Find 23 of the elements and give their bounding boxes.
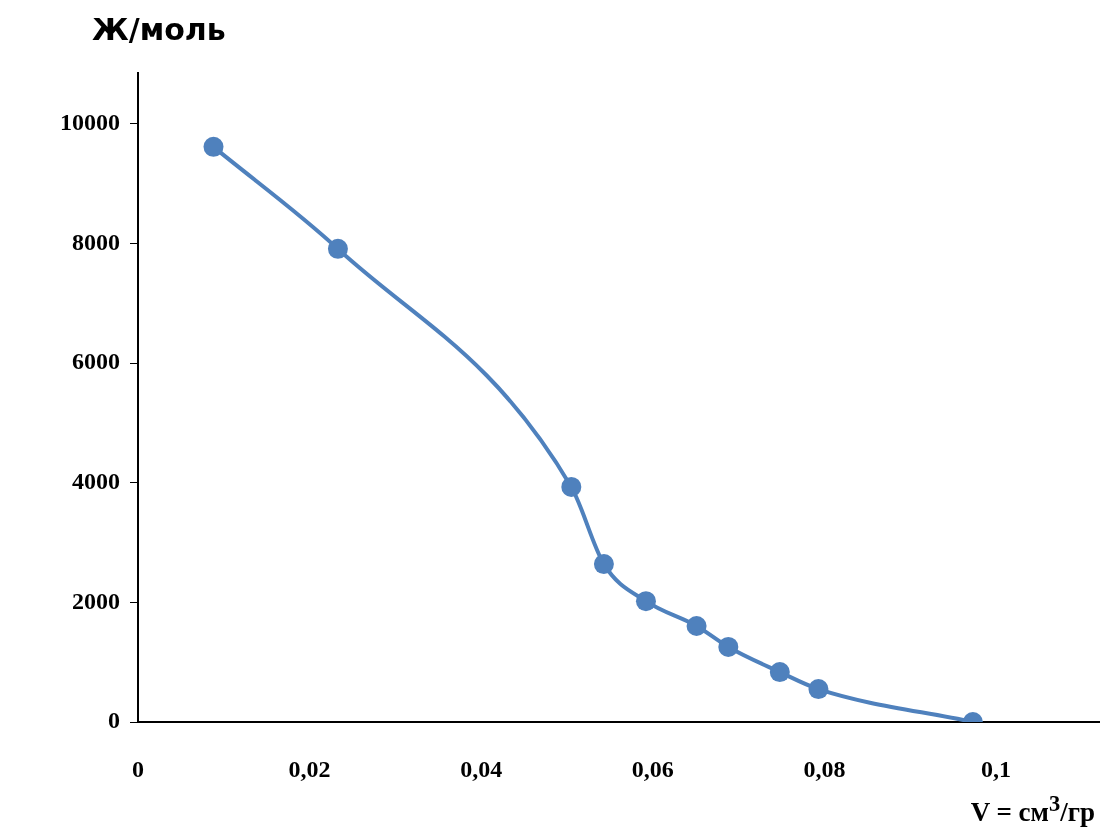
point	[686, 616, 707, 636]
x-tick-label: 0,1	[981, 755, 1012, 782]
x-tick-label: 0,08	[803, 755, 846, 782]
y-axis-title: Ж/моль	[92, 12, 226, 47]
point	[203, 136, 224, 157]
point	[718, 636, 739, 657]
point	[593, 554, 614, 575]
x-tick-label: 0,04	[460, 755, 503, 782]
y-tick-label: 8000	[72, 228, 120, 255]
y-tick-label: 4000	[72, 467, 120, 494]
x-axis-title: V = см$^{3}$/гр	[970, 791, 1095, 828]
x-tick-label: 0	[132, 755, 144, 782]
point	[808, 679, 829, 700]
point	[561, 476, 582, 497]
x-tick-label: 0,02	[288, 755, 331, 782]
point	[635, 591, 656, 612]
point	[769, 662, 790, 683]
point	[327, 238, 348, 259]
y-tick-label: 2000	[72, 587, 120, 614]
x-tick-label: 0,06	[631, 755, 674, 782]
y-tick-label: 0	[108, 707, 120, 734]
y-tick-label: 6000	[72, 348, 120, 375]
y-tick-label: 10000	[60, 109, 120, 136]
